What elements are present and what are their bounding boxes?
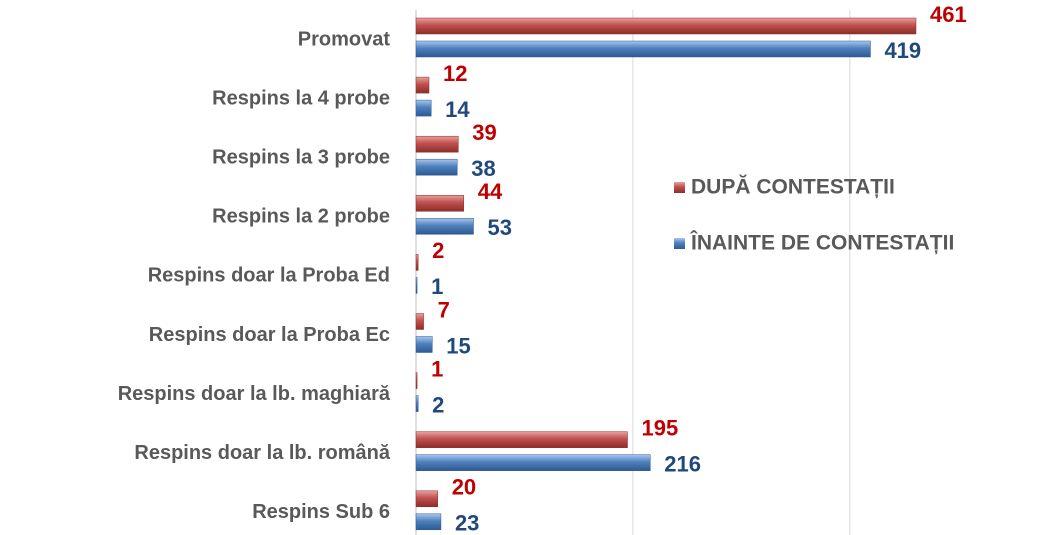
data-label: 14 — [445, 97, 470, 122]
y-tick-label: Respins doar la lb. română — [134, 442, 391, 464]
data-label: 1 — [431, 274, 443, 299]
data-label: 195 — [641, 416, 678, 441]
bar — [415, 195, 464, 212]
legend-label: DUPĂ CONTESTAȚII — [691, 176, 895, 199]
legend-swatch — [674, 182, 685, 193]
y-tick-label: Respins Sub 6 — [252, 501, 390, 523]
bar — [415, 76, 430, 94]
y-tick-label: Respins la 4 probe — [212, 87, 390, 109]
bar — [415, 431, 628, 448]
bar — [415, 313, 424, 330]
data-label: 20 — [452, 475, 476, 500]
data-label: 15 — [446, 333, 470, 358]
legend-swatch — [674, 238, 685, 249]
y-tick-label: Respins la 3 probe — [212, 146, 390, 168]
data-label: 39 — [472, 120, 496, 145]
data-label: 419 — [884, 38, 921, 63]
bar — [415, 513, 442, 531]
bar — [415, 99, 432, 117]
bar — [415, 17, 917, 35]
bar — [415, 490, 438, 508]
bar — [415, 40, 871, 58]
bar — [415, 372, 418, 389]
bar — [415, 277, 418, 294]
bar — [415, 254, 419, 271]
y-tick-label: Respins doar la lb. maghiară — [118, 383, 391, 405]
bar — [415, 454, 651, 471]
y-tick-label: Respins doar la Proba Ec — [149, 324, 390, 346]
data-label: 12 — [443, 61, 467, 86]
legend-label: ÎNAINTE DE CONTESTAȚII — [690, 231, 954, 255]
data-label: 53 — [487, 215, 511, 240]
data-label: 461 — [930, 2, 967, 27]
bar — [415, 135, 459, 153]
data-label: 38 — [471, 156, 495, 181]
data-label: 216 — [664, 452, 701, 477]
data-label: 1 — [431, 356, 443, 381]
y-tick-label: Respins la 2 probe — [212, 206, 390, 228]
data-label: 7 — [438, 297, 450, 322]
data-label: 2 — [432, 392, 444, 417]
bar — [415, 395, 419, 412]
data-label: 23 — [455, 511, 479, 535]
data-label: 44 — [478, 179, 503, 204]
bar — [415, 336, 433, 353]
data-label: 2 — [432, 238, 444, 263]
y-tick-label: Promovat — [298, 28, 391, 50]
y-tick-label: Respins doar la Proba Ed — [148, 265, 390, 287]
bar — [415, 158, 458, 176]
bar — [415, 218, 474, 235]
